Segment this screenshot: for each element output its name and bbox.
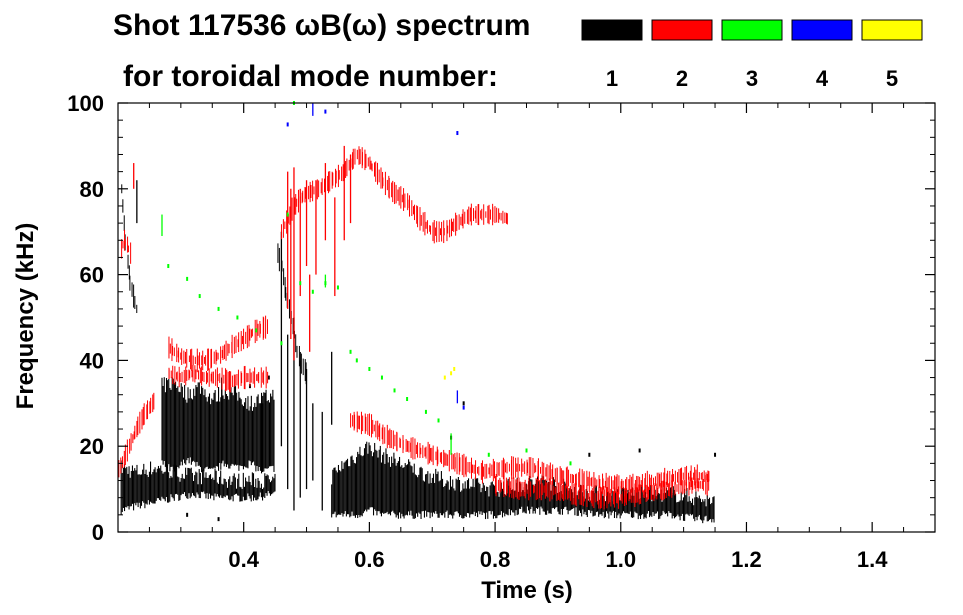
ridge-mode-2-1 xyxy=(117,392,155,478)
point-mode-1-0 xyxy=(186,512,189,517)
x-tick-label: 0.4 xyxy=(228,547,259,572)
y-tick-label: 0 xyxy=(92,520,104,545)
ridge-mode-2-3 xyxy=(168,364,269,393)
point-mode-3-4 xyxy=(236,315,239,320)
point-mode-4-0 xyxy=(286,122,289,127)
x-tick-label: 0.6 xyxy=(354,547,385,572)
point-mode-4-2 xyxy=(456,131,459,136)
point-mode-1-3 xyxy=(462,401,465,406)
point-mode-3-10 xyxy=(336,285,339,290)
legend-label-mode-5: 5 xyxy=(886,66,898,91)
point-mode-5-0 xyxy=(450,371,453,376)
point-mode-3-19 xyxy=(487,452,490,457)
series-mode-3 xyxy=(161,101,572,466)
band-mode-1-1 xyxy=(161,377,275,474)
point-mode-3-3 xyxy=(217,306,220,311)
point-mode-3-5 xyxy=(255,328,258,333)
point-mode-5-2 xyxy=(443,375,446,380)
y-tick-label: 40 xyxy=(80,348,104,373)
y-tick-label: 60 xyxy=(80,263,104,288)
point-mode-1-6 xyxy=(714,452,717,457)
axes: 0 20 40 60 80 100 0.4 0.6 0.8 1.0 1.2 1.4 xyxy=(67,91,936,572)
point-mode-3-0 xyxy=(167,264,170,269)
legend-swatch-mode-2 xyxy=(651,19,713,41)
point-mode-1-8 xyxy=(267,375,270,380)
point-mode-4-3 xyxy=(462,405,465,410)
point-mode-3-15 xyxy=(393,388,396,393)
legend-label-mode-1: 1 xyxy=(606,66,618,91)
legend-label-mode-4: 4 xyxy=(816,66,829,91)
y-tick-label: 80 xyxy=(80,177,104,202)
band-mode-1-0 xyxy=(120,460,276,515)
legend-swatch-mode-1 xyxy=(581,19,643,41)
point-mode-3-18 xyxy=(437,418,440,423)
point-mode-3-11 xyxy=(349,349,352,354)
x-axis-label: Time (s) xyxy=(481,577,573,604)
point-mode-3-7 xyxy=(299,281,302,286)
point-mode-3-12 xyxy=(355,358,358,363)
point-mode-1-1 xyxy=(217,517,220,522)
x-tick-label: 1.4 xyxy=(857,547,888,572)
point-mode-3-17 xyxy=(424,409,427,414)
point-mode-4-1 xyxy=(324,109,327,114)
legend-swatch-mode-4 xyxy=(791,19,853,41)
ridge-mode-2-6 xyxy=(494,473,710,510)
legend-swatch-mode-5 xyxy=(861,19,923,41)
point-mode-3-14 xyxy=(380,375,383,380)
point-mode-3-2 xyxy=(198,294,201,299)
legend-label-mode-3: 3 xyxy=(746,66,758,91)
y-tick-label: 20 xyxy=(80,434,104,459)
legend-swatch-mode-3 xyxy=(721,19,783,41)
plot-background xyxy=(118,103,935,532)
series-mode-4 xyxy=(286,103,465,410)
ridge-mode-2-0 xyxy=(121,229,132,264)
point-mode-3-21 xyxy=(569,461,572,466)
x-tick-label: 1.2 xyxy=(731,547,762,572)
x-tick-label: 1.0 xyxy=(605,547,636,572)
plot-area xyxy=(117,101,935,532)
chart-title-line1: Shot 117536 ωB(ω) spectrum xyxy=(113,9,530,42)
point-mode-1-4 xyxy=(588,452,591,457)
ridge-mode-2-4 xyxy=(280,146,508,244)
legend: 1 2 3 4 5 xyxy=(581,19,923,91)
point-mode-3-1 xyxy=(186,276,189,281)
legend-label-mode-2: 2 xyxy=(676,66,688,91)
point-mode-5-1 xyxy=(453,366,456,371)
point-mode-3-13 xyxy=(368,366,371,371)
point-mode-3-16 xyxy=(406,397,409,402)
point-mode-3-22 xyxy=(286,212,289,217)
y-axis-label: Frequency (kHz) xyxy=(12,223,39,410)
y-tick-label: 100 xyxy=(67,91,104,116)
x-tick-label: 0.8 xyxy=(480,547,511,572)
series-mode-2 xyxy=(117,145,710,510)
point-mode-1-5 xyxy=(638,448,641,453)
chart-title-line2: for toroidal mode number: xyxy=(123,60,498,93)
point-mode-3-8 xyxy=(311,289,314,294)
series-mode-5 xyxy=(443,366,456,380)
point-mode-3-9 xyxy=(324,281,327,286)
ridge-mode-2-2 xyxy=(168,315,268,373)
point-mode-3-6 xyxy=(280,341,283,346)
point-mode-3-20 xyxy=(525,448,528,453)
